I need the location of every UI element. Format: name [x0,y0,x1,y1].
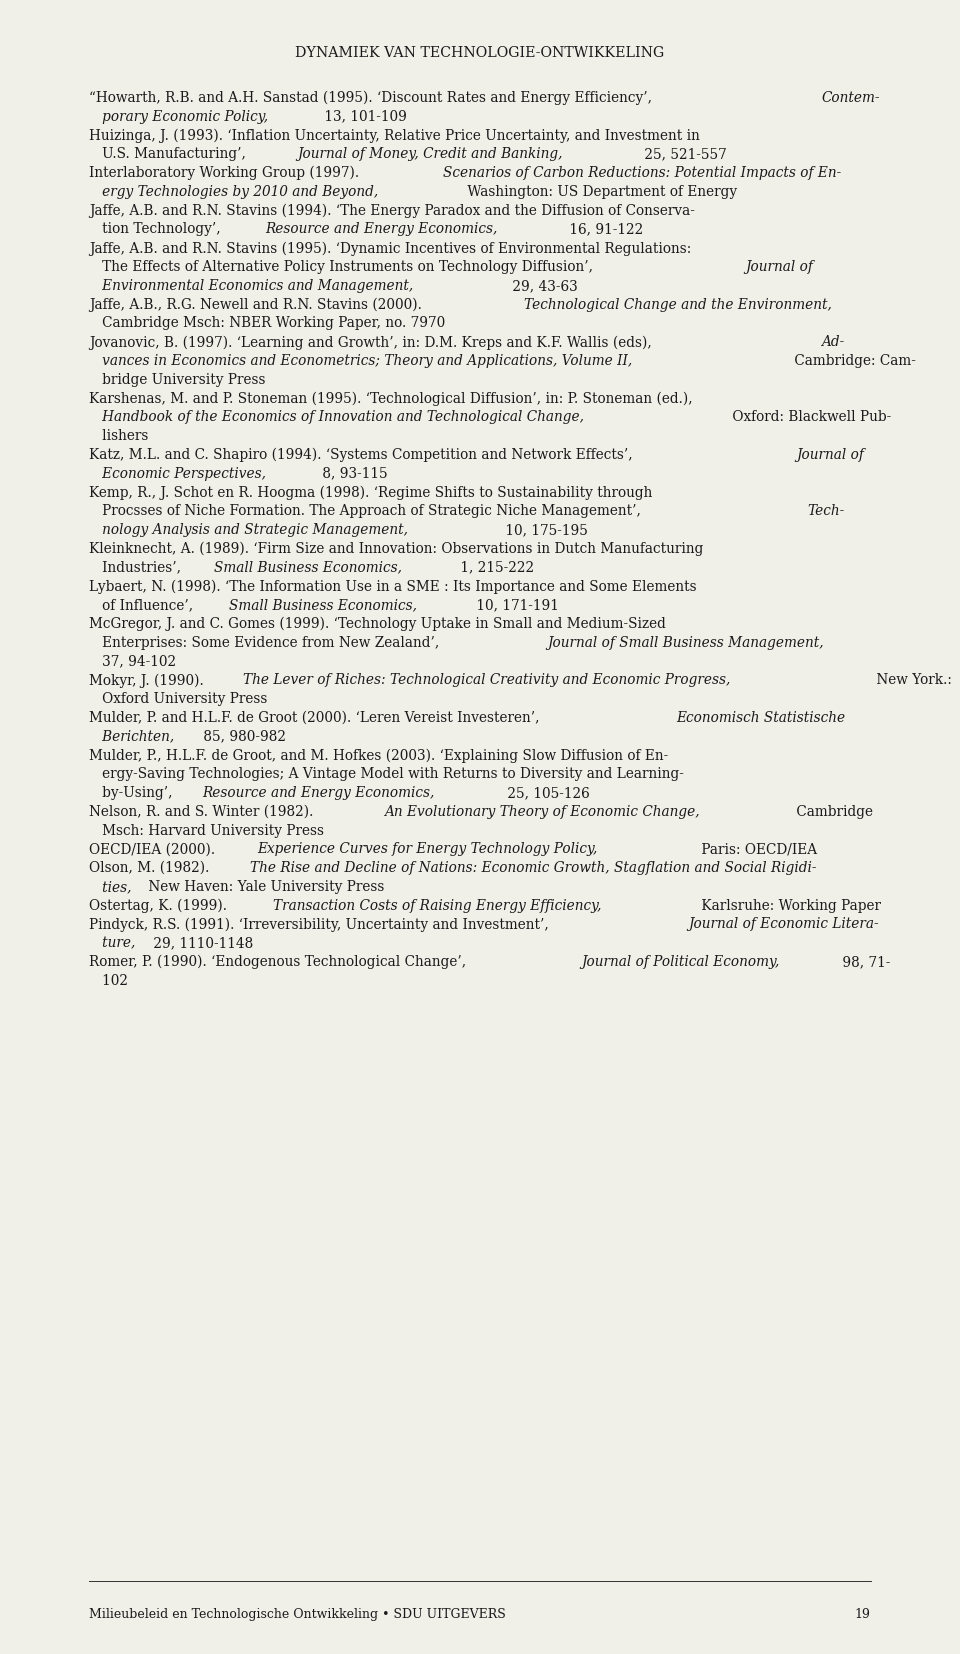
Text: Environmental Economics and Management,: Environmental Economics and Management, [89,280,414,293]
Text: Economic Perspectives,: Economic Perspectives, [89,466,266,481]
Text: 13, 101-109: 13, 101-109 [321,109,407,124]
Text: Handbook of the Economics of Innovation and Technological Change,: Handbook of the Economics of Innovation … [89,410,585,425]
Text: An Evolutionary Theory of Economic Change,: An Evolutionary Theory of Economic Chang… [384,805,700,819]
Text: Oxford University Press: Oxford University Press [89,691,268,706]
Text: DYNAMIEK VAN TECHNOLOGIE-ONTWIKKELING: DYNAMIEK VAN TECHNOLOGIE-ONTWIKKELING [296,46,664,60]
Text: Journal of Political Economy,: Journal of Political Economy, [582,954,780,969]
Text: OECD/IEA (2000).: OECD/IEA (2000). [89,842,220,857]
Text: Industries’,: Industries’, [89,561,185,574]
Text: Journal of Money, Credit and Banking,: Journal of Money, Credit and Banking, [298,147,563,162]
Text: 29, 43-63: 29, 43-63 [508,280,577,293]
Text: Interlaboratory Working Group (1997).: Interlaboratory Working Group (1997). [89,165,364,180]
Text: Ostertag, K. (1999).: Ostertag, K. (1999). [89,898,231,913]
Text: of Influence’,: of Influence’, [89,599,198,612]
Text: Journal of Economic Litera-: Journal of Economic Litera- [688,918,878,931]
Text: Procsses of Niche Formation. The Approach of Strategic Niche Management’,: Procsses of Niche Formation. The Approac… [89,504,645,518]
Text: Journal of: Journal of [797,448,864,461]
Text: lishers: lishers [89,428,149,443]
Text: Contem-: Contem- [822,91,880,104]
Text: Huizinga, J. (1993). ‘Inflation Uncertainty, Relative Price Uncertainty, and Inv: Huizinga, J. (1993). ‘Inflation Uncertai… [89,129,700,142]
Text: Journal of Small Business Management,: Journal of Small Business Management, [547,635,824,650]
Text: ture,: ture, [89,936,135,949]
Text: 25, 105-126: 25, 105-126 [502,786,589,801]
Text: Cambridge: Cambridge [792,805,873,819]
Text: Kleinknecht, A. (1989). ‘Firm Size and Innovation: Observations in Dutch Manufac: Kleinknecht, A. (1989). ‘Firm Size and I… [89,543,704,556]
Text: Cambridge Msch: NBER Working Paper, no. 7970: Cambridge Msch: NBER Working Paper, no. … [89,316,445,331]
Text: Mokyr, J. (1990).: Mokyr, J. (1990). [89,673,208,688]
Text: 16, 91-122: 16, 91-122 [564,222,643,237]
Text: Resource and Energy Economics,: Resource and Energy Economics, [265,222,497,237]
Text: McGregor, J. and C. Gomes (1999). ‘Technology Uptake in Small and Medium-Sized: McGregor, J. and C. Gomes (1999). ‘Techn… [89,617,666,632]
Text: vances in Economics and Econometrics; Theory and Applications, Volume II,: vances in Economics and Econometrics; Th… [89,354,633,367]
Text: 25, 521-557: 25, 521-557 [640,147,727,162]
Text: Jovanovic, B. (1997). ‘Learning and Growth’, in: D.M. Kreps and K.F. Wallis (eds: Jovanovic, B. (1997). ‘Learning and Grow… [89,336,657,349]
Text: porary Economic Policy,: porary Economic Policy, [89,109,269,124]
Text: tion Technology’,: tion Technology’, [89,222,226,237]
Text: Journal of: Journal of [745,260,813,275]
Text: Msch: Harvard University Press: Msch: Harvard University Press [89,824,324,837]
Text: 98, 71-: 98, 71- [837,954,890,969]
Text: 29, 1110-1148: 29, 1110-1148 [149,936,253,949]
Text: Economisch Statistische: Economisch Statistische [676,711,846,724]
Text: Ad-: Ad- [821,336,844,349]
Text: Katz, M.L. and C. Shapiro (1994). ‘Systems Competition and Network Effects’,: Katz, M.L. and C. Shapiro (1994). ‘Syste… [89,448,637,461]
Text: Tech-: Tech- [807,504,844,518]
Text: 102: 102 [89,974,129,987]
Text: Karlsruhe: Working Paper: Karlsruhe: Working Paper [697,898,881,913]
Text: ergy Technologies by 2010 and Beyond,: ergy Technologies by 2010 and Beyond, [89,185,378,198]
Text: Transaction Costs of Raising Energy Efficiency,: Transaction Costs of Raising Energy Effi… [273,898,602,913]
Text: Jaffe, A.B. and R.N. Stavins (1995). ‘Dynamic Incentives of Environmental Regula: Jaffe, A.B. and R.N. Stavins (1995). ‘Dy… [89,241,691,256]
Text: nology Analysis and Strategic Management,: nology Analysis and Strategic Management… [89,523,408,538]
Text: New York.:: New York.: [872,673,951,688]
Text: Paris: OECD/IEA: Paris: OECD/IEA [697,842,817,857]
Text: Mulder, P. and H.L.F. de Groot (2000). ‘Leren Vereist Investeren’,: Mulder, P. and H.L.F. de Groot (2000). ‘… [89,711,544,724]
Text: Romer, P. (1990). ‘Endogenous Technological Change’,: Romer, P. (1990). ‘Endogenous Technologi… [89,954,470,969]
Text: by-Using’,: by-Using’, [89,786,178,801]
Text: 85, 980-982: 85, 980-982 [200,729,286,744]
Text: 1, 215-222: 1, 215-222 [456,561,535,574]
Text: Small Business Economics,: Small Business Economics, [229,599,418,612]
Text: Pindyck, R.S. (1991). ‘Irreversibility, Uncertainty and Investment’,: Pindyck, R.S. (1991). ‘Irreversibility, … [89,918,553,931]
Text: Jaffe, A.B. and R.N. Stavins (1994). ‘The Energy Paradox and the Diffusion of Co: Jaffe, A.B. and R.N. Stavins (1994). ‘Th… [89,203,695,218]
Text: ties,: ties, [89,880,132,893]
Text: Resource and Energy Economics,: Resource and Energy Economics, [203,786,435,801]
Text: 19: 19 [854,1608,871,1621]
Text: Milieubeleid en Technologische Ontwikkeling • SDU UITGEVERS: Milieubeleid en Technologische Ontwikkel… [89,1608,506,1621]
Text: Technological Change and the Environment,: Technological Change and the Environment… [524,298,832,311]
Text: Kemp, R., J. Schot en R. Hoogma (1998). ‘Regime Shifts to Sustainability through: Kemp, R., J. Schot en R. Hoogma (1998). … [89,485,653,500]
Text: Nelson, R. and S. Winter (1982).: Nelson, R. and S. Winter (1982). [89,805,318,819]
Text: “Howarth, R.B. and A.H. Sanstad (1995). ‘Discount Rates and Energy Efficiency’,: “Howarth, R.B. and A.H. Sanstad (1995). … [89,91,657,106]
Text: Oxford: Blackwell Pub-: Oxford: Blackwell Pub- [728,410,891,425]
Text: Washington: US Department of Energy: Washington: US Department of Energy [463,185,736,198]
Text: U.S. Manufacturing’,: U.S. Manufacturing’, [89,147,251,162]
Text: The Lever of Riches: Technological Creativity and Economic Progress,: The Lever of Riches: Technological Creat… [243,673,731,688]
Text: The Effects of Alternative Policy Instruments on Technology Diffusion’,: The Effects of Alternative Policy Instru… [89,260,598,275]
Text: Jaffe, A.B., R.G. Newell and R.N. Stavins (2000).: Jaffe, A.B., R.G. Newell and R.N. Stavin… [89,298,426,313]
Text: Mulder, P., H.L.F. de Groot, and M. Hofkes (2003). ‘Explaining Slow Diffusion of: Mulder, P., H.L.F. de Groot, and M. Hofk… [89,748,668,762]
Text: Cambridge: Cam-: Cambridge: Cam- [790,354,916,367]
Text: Berichten,: Berichten, [89,729,175,744]
Text: Scenarios of Carbon Reductions: Potential Impacts of En-: Scenarios of Carbon Reductions: Potentia… [444,165,842,180]
Text: 10, 175-195: 10, 175-195 [501,523,588,538]
Text: Lybaert, N. (1998). ‘The Information Use in a SME : Its Importance and Some Elem: Lybaert, N. (1998). ‘The Information Use… [89,579,697,594]
Text: New Haven: Yale University Press: New Haven: Yale University Press [144,880,385,893]
Text: ergy-Saving Technologies; A Vintage Model with Returns to Diversity and Learning: ergy-Saving Technologies; A Vintage Mode… [89,767,684,781]
Text: Enterprises: Some Evidence from New Zealand’,: Enterprises: Some Evidence from New Zeal… [89,635,444,650]
Text: Karshenas, M. and P. Stoneman (1995). ‘Technological Diffusion’, in: P. Stoneman: Karshenas, M. and P. Stoneman (1995). ‘T… [89,392,693,405]
Text: Experience Curves for Energy Technology Policy,: Experience Curves for Energy Technology … [257,842,598,857]
Text: 10, 171-191: 10, 171-191 [472,599,559,612]
Text: 8, 93-115: 8, 93-115 [318,466,387,481]
Text: The Rise and Decline of Nations: Economic Growth, Stagflation and Social Rigidi-: The Rise and Decline of Nations: Economi… [251,862,817,875]
Text: Small Business Economics,: Small Business Economics, [214,561,401,574]
Text: Olson, M. (1982).: Olson, M. (1982). [89,862,214,875]
Text: bridge University Press: bridge University Press [89,372,266,387]
Text: 37, 94-102: 37, 94-102 [89,655,177,668]
